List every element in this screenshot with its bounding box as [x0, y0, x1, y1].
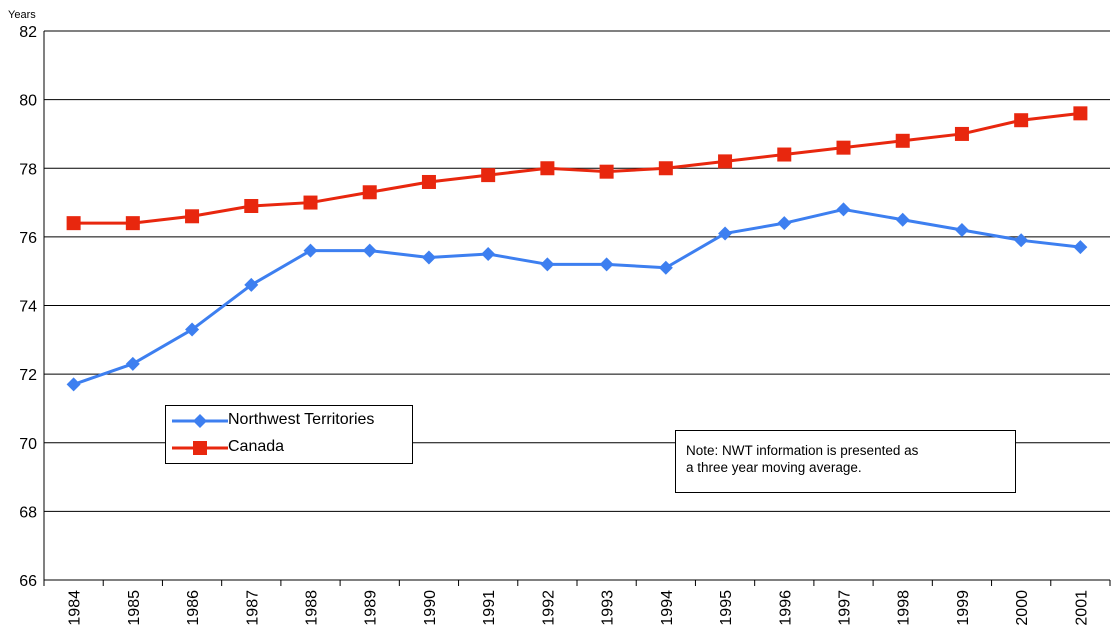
x-tick-labels: 1984 1985 1986 1987 1988 1989 1990 1991 1992 1993…	[67, 590, 1091, 626]
x-tick-label: 1996	[777, 590, 794, 626]
data-point-nwt	[421, 250, 436, 265]
x-tick-label: 1989	[363, 590, 380, 626]
data-point-canada	[718, 154, 733, 169]
y-tick-label: 80	[19, 93, 37, 110]
x-tick-label: 1991	[481, 590, 498, 626]
x-tick-label: 1985	[126, 590, 143, 626]
data-point-nwt	[66, 377, 81, 392]
x-tick-label: 1992	[540, 590, 557, 626]
legend-label-canada: Canada	[228, 438, 285, 455]
data-point-nwt	[481, 247, 496, 262]
x-tick-label: 1994	[659, 590, 676, 626]
y-tick-label: 72	[19, 367, 37, 384]
data-point-canada	[421, 174, 436, 189]
y-tick-labels: 66 68 70 72 74 76 78 80 82	[19, 24, 37, 590]
data-point-nwt	[303, 243, 318, 258]
y-tick-label: 76	[19, 230, 37, 247]
data-point-nwt	[658, 260, 673, 275]
data-point-canada	[481, 168, 496, 183]
legend: Northwest Territories Canada	[165, 405, 413, 464]
series-line-0	[73, 207, 1081, 386]
x-tick-label: 1999	[955, 590, 972, 626]
y-tick-label: 74	[19, 299, 37, 316]
y-axis-label: Years	[8, 9, 36, 21]
data-point-canada	[658, 161, 673, 176]
data-point-canada	[954, 126, 969, 141]
x-tick-label: 1988	[304, 590, 321, 626]
data-point-nwt	[244, 277, 259, 292]
data-point-canada	[303, 195, 318, 210]
data-point-canada	[362, 185, 377, 200]
x-tick-label: 1995	[718, 590, 735, 626]
legend-swatch-nwt	[172, 414, 228, 428]
data-point-canada	[777, 147, 792, 162]
gridlines	[43, 30, 1111, 586]
series-lines	[73, 111, 1081, 386]
y-tick-label: 66	[19, 573, 37, 590]
legend-entry-nwt: Northwest Territories	[166, 409, 412, 433]
x-tick-label: 2000	[1014, 590, 1031, 626]
data-point-canada	[599, 164, 614, 179]
data-point-nwt	[125, 356, 140, 371]
data-point-canada	[185, 209, 200, 224]
data-point-nwt	[599, 257, 614, 272]
data-point-canada	[895, 133, 910, 148]
data-point-nwt	[954, 223, 969, 238]
series-markers	[66, 106, 1088, 392]
data-point-canada	[66, 216, 81, 231]
data-point-nwt	[362, 243, 377, 258]
data-point-canada	[1014, 113, 1029, 128]
data-point-nwt	[1014, 233, 1029, 248]
note-line-1: Note: NWT information is presented as	[686, 443, 919, 458]
x-tick-label: 1997	[837, 590, 854, 626]
data-point-canada	[1073, 106, 1088, 121]
data-point-canada	[836, 140, 851, 155]
series-line-1	[73, 111, 1081, 225]
y-tick-label: 70	[19, 436, 37, 453]
legend-entry-canada: Canada	[166, 436, 412, 460]
x-tick-label: 2001	[1073, 590, 1090, 626]
data-point-nwt	[1073, 240, 1088, 255]
note-annotation: Note: NWT information is presented as a …	[675, 430, 1016, 493]
data-point-canada	[244, 198, 259, 213]
x-tick-label: 1987	[244, 590, 261, 626]
data-point-nwt	[836, 202, 851, 217]
data-point-nwt	[540, 257, 555, 272]
x-tick-label: 1986	[185, 590, 202, 626]
y-tick-label: 78	[19, 161, 37, 178]
note-line-2: a three year moving average.	[686, 460, 862, 475]
x-tick-label: 1998	[896, 590, 913, 626]
data-point-canada	[540, 161, 555, 176]
y-tick-label: 82	[19, 24, 37, 41]
legend-swatch-canada	[172, 441, 228, 455]
x-tick-label: 1990	[422, 590, 439, 626]
data-point-nwt	[185, 322, 200, 337]
legend-label-nwt: Northwest Territories	[228, 411, 375, 428]
data-point-nwt	[777, 216, 792, 231]
data-point-nwt	[895, 212, 910, 227]
data-point-canada	[125, 216, 140, 231]
data-point-nwt	[718, 226, 733, 241]
x-tick-label: 1984	[67, 590, 84, 626]
y-tick-label: 68	[19, 504, 37, 521]
x-tick-label: 1993	[600, 590, 617, 626]
